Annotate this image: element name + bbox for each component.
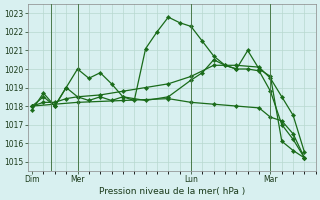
X-axis label: Pression niveau de la mer( hPa ): Pression niveau de la mer( hPa ) xyxy=(99,187,245,196)
